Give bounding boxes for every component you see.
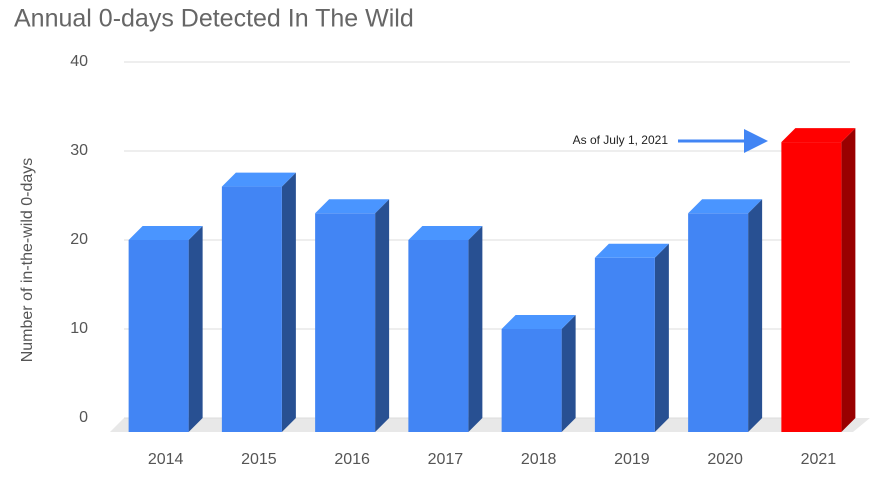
bar-top xyxy=(315,199,390,214)
bar-side xyxy=(375,199,390,432)
bar-side xyxy=(841,128,856,432)
bar-top xyxy=(221,172,296,187)
y-tick-label: 10 xyxy=(70,320,88,337)
x-tick-label: 2016 xyxy=(334,451,370,468)
bar xyxy=(501,329,562,432)
x-tick-label: 2018 xyxy=(521,451,557,468)
bar-side xyxy=(654,243,669,432)
bar-top xyxy=(781,128,856,143)
bar xyxy=(315,213,376,432)
y-axis-label: Number of in-the-wild 0-days xyxy=(19,158,36,363)
y-tick-label: 40 xyxy=(70,53,88,70)
bar-side xyxy=(748,199,763,432)
floor xyxy=(110,418,870,432)
x-tick-label: 2015 xyxy=(241,451,277,468)
x-tick-label: 2017 xyxy=(428,451,464,468)
bar-top xyxy=(688,199,763,214)
bar xyxy=(594,257,655,432)
bar-top xyxy=(501,315,576,329)
x-tick-label: 2019 xyxy=(614,451,650,468)
bar xyxy=(408,240,469,432)
y-tick-label: 0 xyxy=(79,409,88,426)
bar-side xyxy=(281,172,296,432)
chart-title: Annual 0-days Detected In The Wild xyxy=(14,5,414,33)
x-tick-label: 2021 xyxy=(801,451,837,468)
bar xyxy=(781,142,842,432)
x-tick-label: 2014 xyxy=(148,451,184,468)
bar xyxy=(128,240,189,432)
bar xyxy=(688,213,749,432)
bar-top xyxy=(128,226,203,240)
bar xyxy=(221,186,282,432)
annotation: As of July 1, 2021 xyxy=(573,133,669,147)
bar-side xyxy=(188,226,203,432)
bar-side xyxy=(468,226,483,432)
bar-side xyxy=(561,315,576,432)
y-tick-label: 30 xyxy=(70,142,88,159)
bar-top xyxy=(408,226,483,240)
x-tick-label: 2020 xyxy=(707,451,743,468)
bar-top xyxy=(594,243,669,258)
y-tick-label: 20 xyxy=(70,231,88,248)
